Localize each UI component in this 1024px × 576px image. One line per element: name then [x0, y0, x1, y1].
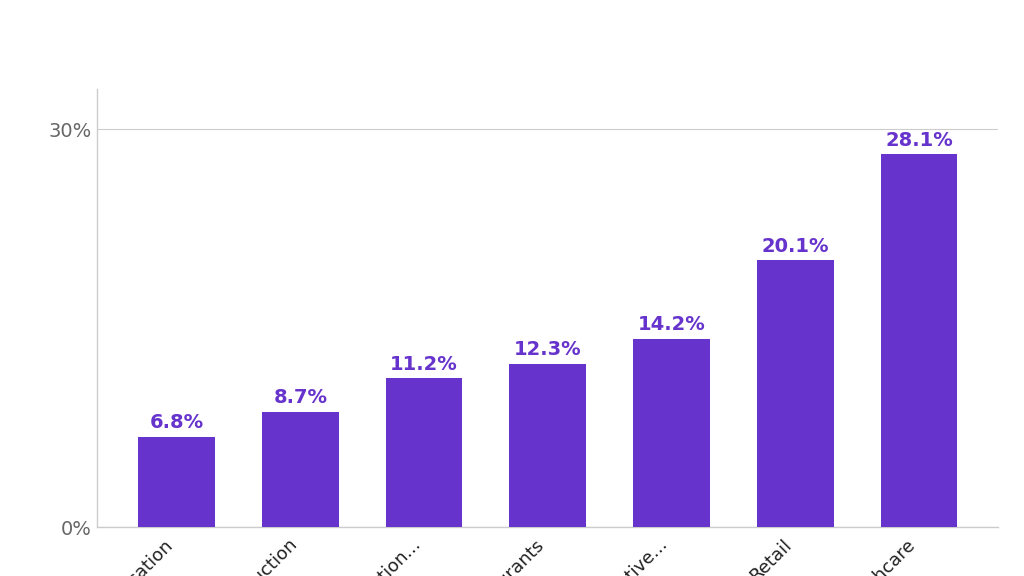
Text: 12.3%: 12.3%: [514, 340, 582, 359]
Text: Participants Working in Each Industry: Participants Working in Each Industry: [13, 22, 901, 65]
Bar: [386, 378, 463, 527]
Bar: [633, 339, 710, 527]
Text: depict data studio: depict data studio: [13, 545, 184, 563]
Text: 11.2%: 11.2%: [390, 355, 458, 374]
Text: 20.1%: 20.1%: [762, 237, 829, 256]
Bar: [262, 412, 339, 527]
Bar: [138, 437, 215, 527]
Bar: [510, 364, 586, 527]
Text: 8.7%: 8.7%: [273, 388, 328, 407]
Bar: [757, 260, 834, 527]
Bar: [881, 154, 957, 527]
Text: 14.2%: 14.2%: [638, 315, 706, 334]
Text: 28.1%: 28.1%: [885, 131, 953, 150]
Text: 6.8%: 6.8%: [150, 413, 204, 432]
